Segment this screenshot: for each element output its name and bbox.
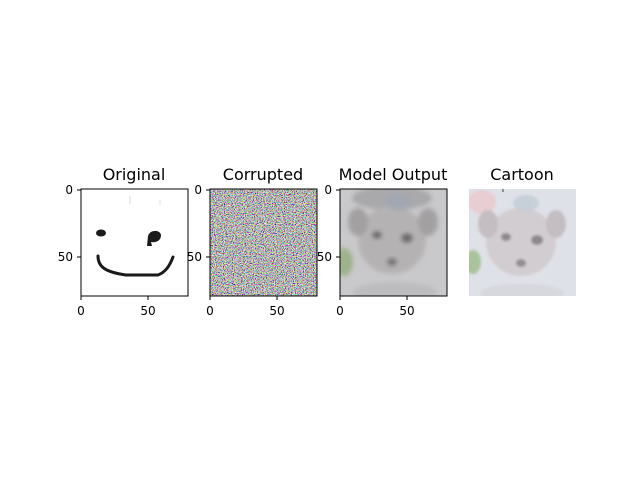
smiley-sketch-icon xyxy=(81,189,188,296)
xtick-label-original-0: 0 xyxy=(77,304,85,318)
ytick-label-model-output-50: 50 xyxy=(317,250,332,264)
panel-title-original: Original xyxy=(103,165,166,184)
axes-frame-original xyxy=(80,188,189,297)
ytick-label-model-output-0: 0 xyxy=(324,183,332,197)
panel-title-corrupted: Corrupted xyxy=(223,165,303,184)
ytick-label-corrupted-0: 0 xyxy=(194,183,202,197)
panel-cartoon: Cartoon xyxy=(469,165,576,296)
ticks-original: 0 50 0 50 xyxy=(58,183,156,318)
ytick-label-original-0: 0 xyxy=(65,183,73,197)
ticks-model-output: 0 50 0 50 xyxy=(317,183,415,318)
panel-title-model-output: Model Output xyxy=(339,165,448,184)
xtick-label-corrupted-50: 50 xyxy=(269,304,284,318)
xtick-label-original-50: 50 xyxy=(140,304,155,318)
panel-original: Original 0 50 0 50 xyxy=(58,165,189,318)
panel-title-cartoon: Cartoon xyxy=(490,165,554,184)
xtick-label-model-output-0: 0 xyxy=(336,304,344,318)
ytick-label-corrupted-50: 50 xyxy=(187,250,202,264)
blurry-dog-icon xyxy=(340,189,447,296)
ytick-label-original-50: 50 xyxy=(58,250,73,264)
pastel-dog-icon xyxy=(469,189,576,296)
xtick-label-corrupted-0: 0 xyxy=(206,304,214,318)
panel-corrupted: Corrupted 0 50 0 50 xyxy=(187,165,318,318)
axes-frame-model-output xyxy=(339,188,448,297)
xtick-label-model-output-50: 50 xyxy=(399,304,414,318)
panel-model-output: Model Output xyxy=(317,165,448,318)
axes-frame-corrupted xyxy=(209,188,318,297)
noise-image-icon xyxy=(210,189,317,296)
ticks-corrupted: 0 50 0 50 xyxy=(187,183,285,318)
